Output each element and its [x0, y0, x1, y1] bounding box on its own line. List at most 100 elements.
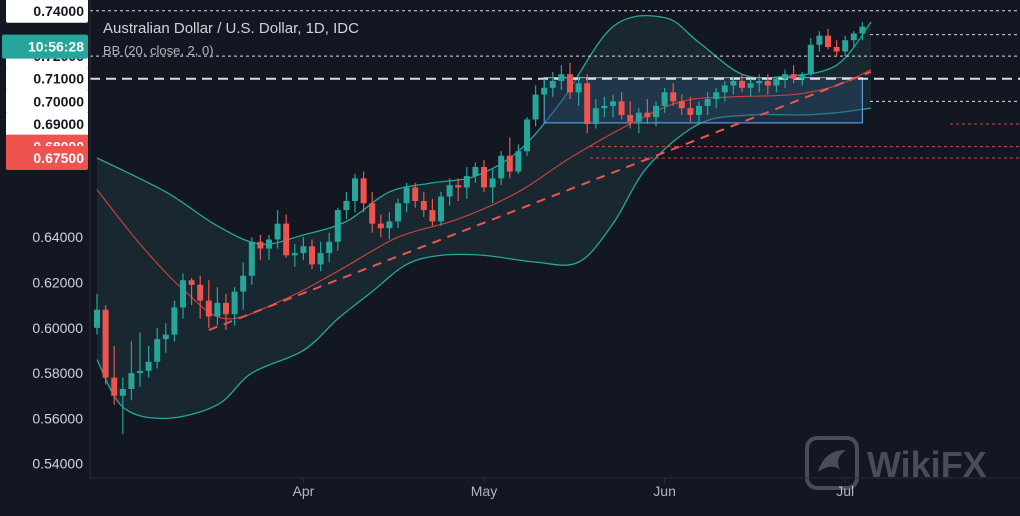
candle-body	[687, 108, 694, 115]
price-tick-label: 0.60000	[32, 320, 83, 336]
candle	[825, 28, 831, 50]
candle-body	[601, 105, 608, 109]
candle	[154, 327, 161, 369]
candle	[549, 71, 556, 97]
candlestick-series	[94, 22, 866, 435]
bollinger-legend[interactable]: BB (20, close, 2, 0)	[103, 43, 214, 58]
candle-body	[515, 151, 522, 172]
candle-body	[326, 241, 333, 254]
candle-body	[154, 339, 161, 362]
candle-body	[472, 167, 479, 177]
candle-body	[283, 223, 290, 256]
bollinger-basis	[96, 69, 872, 320]
candle	[644, 99, 651, 125]
candle-body	[859, 26, 866, 34]
candle-body	[842, 40, 849, 52]
lower-band-line	[96, 107, 872, 420]
candle	[842, 35, 849, 57]
candle	[128, 341, 135, 401]
time-tick-label: Jun	[653, 483, 676, 499]
wikifx-logo-mark	[818, 450, 846, 472]
candle-body	[377, 223, 384, 229]
candle-body	[248, 241, 255, 276]
trendline-drawing[interactable]	[208, 71, 872, 332]
candle	[403, 182, 410, 213]
candle-body	[369, 203, 376, 224]
candle	[205, 280, 212, 328]
candle	[610, 94, 616, 118]
candle	[446, 178, 453, 206]
price-tag[interactable]: 0.69000	[6, 112, 88, 137]
candle-body	[395, 203, 401, 222]
candle-body	[739, 80, 745, 88]
candle	[162, 323, 169, 353]
candle-body	[704, 99, 711, 106]
trendline[interactable]	[208, 71, 872, 332]
candle	[463, 167, 470, 199]
price-tag-label: 0.69000	[33, 116, 84, 132]
candle-body	[756, 80, 763, 84]
candle-body	[807, 44, 814, 75]
candle-body	[730, 80, 737, 86]
candle-body	[420, 201, 427, 211]
candle	[266, 234, 272, 260]
candle	[807, 37, 814, 77]
candle	[395, 198, 401, 229]
candle	[584, 74, 591, 134]
candle	[498, 151, 505, 186]
price-tag[interactable]: 0.74000	[6, 0, 88, 23]
candle-body	[833, 47, 840, 52]
price-tag[interactable]: 0.67500	[6, 145, 88, 170]
range-box-rect[interactable]	[543, 76, 864, 124]
countdown-tag[interactable]: 10:56:28	[2, 34, 88, 59]
candle-body	[825, 35, 831, 48]
candle-body	[618, 101, 625, 115]
candle-body	[334, 210, 341, 242]
candle	[438, 191, 444, 226]
candle-body	[446, 185, 453, 197]
price-tag[interactable]: 0.70000	[6, 89, 88, 114]
candle	[747, 78, 754, 97]
range-box[interactable]	[543, 76, 864, 124]
candle-body	[128, 373, 135, 389]
price-tick-label: 0.62000	[32, 275, 83, 291]
candle-body	[214, 302, 221, 317]
candle-body	[137, 370, 143, 374]
price-tag-background	[6, 89, 88, 114]
price-tag-background	[6, 145, 88, 170]
candle	[730, 76, 737, 95]
candle-body	[481, 167, 487, 188]
candle-body	[291, 253, 298, 256]
candle	[429, 198, 436, 226]
candle	[455, 178, 462, 202]
candle	[137, 332, 143, 387]
candle-body	[102, 309, 109, 378]
candle-body	[197, 284, 204, 301]
price-tag-background	[2, 34, 88, 59]
time-axis[interactable]: AprMayJunJulAug	[293, 478, 1020, 499]
candle	[283, 214, 290, 258]
wikifx-logo-icon	[805, 436, 859, 490]
candle-body	[558, 74, 565, 81]
basis-line	[96, 69, 872, 320]
band-fill	[97, 15, 871, 419]
candle-body	[773, 78, 780, 86]
candle	[481, 160, 487, 192]
candle-body	[592, 108, 599, 125]
candle-body	[343, 201, 350, 211]
price-axis[interactable]: 0.54000 0.56000 0.58000 0.60000 0.62000 0.640…	[2, 0, 88, 472]
candle-body	[713, 92, 720, 100]
price-tag[interactable]: 0.71000	[6, 66, 88, 91]
candle	[180, 273, 186, 319]
candle	[111, 345, 118, 405]
candle	[704, 92, 711, 115]
candle	[782, 69, 788, 88]
reference-lines[interactable]	[90, 10, 1020, 159]
candle	[343, 191, 350, 220]
candle-body	[119, 388, 126, 396]
candle-body	[532, 94, 539, 120]
candle-body	[747, 83, 754, 88]
candle	[635, 108, 642, 134]
